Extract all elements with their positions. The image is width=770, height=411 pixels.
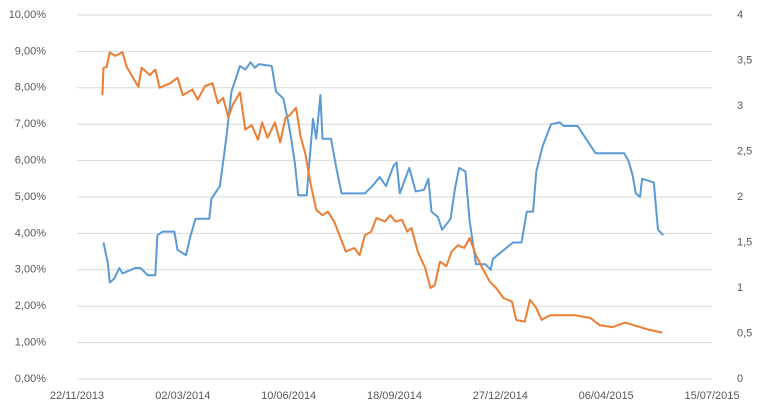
y-tick-label: 4,00% bbox=[15, 227, 46, 239]
x-tick-label: 10/06/2014 bbox=[261, 390, 316, 402]
y-tick-label: 7,00% bbox=[15, 118, 46, 130]
x-tick-label: 15/07/2015 bbox=[684, 390, 739, 402]
series-line bbox=[102, 61, 665, 284]
x-tick-label: 22/11/2013 bbox=[50, 390, 104, 402]
y-tick-label: 0,00% bbox=[15, 373, 46, 385]
x-tick-label: 18/09/2014 bbox=[367, 390, 422, 402]
x-tick-label: 02/03/2014 bbox=[155, 390, 210, 402]
y2-tick-label: 3,5 bbox=[737, 54, 752, 66]
y2-tick-label: 0,5 bbox=[737, 327, 752, 339]
y-tick-label: 6,00% bbox=[15, 155, 46, 167]
y-tick-label: 2,00% bbox=[15, 300, 46, 312]
series-line bbox=[101, 51, 663, 334]
y2-tick-label: 1,5 bbox=[737, 236, 752, 248]
y2-tick-label: 4 bbox=[737, 9, 743, 21]
x-tick-label: 27/12/2014 bbox=[473, 390, 528, 402]
y-tick-label: 9,00% bbox=[15, 45, 46, 57]
y2-tick-label: 2 bbox=[737, 191, 743, 203]
y2-tick-label: 0 bbox=[737, 373, 743, 385]
y2-tick-label: 3 bbox=[737, 100, 743, 112]
y-tick-label: 5,00% bbox=[15, 191, 46, 203]
y2-tick-label: 2,5 bbox=[737, 145, 752, 157]
y2-tick-label: 1 bbox=[737, 282, 743, 294]
y-tick-label: 3,00% bbox=[15, 264, 46, 276]
x-tick-label: 06/04/2015 bbox=[579, 390, 634, 402]
y-tick-label: 1,00% bbox=[15, 337, 46, 349]
y-tick-label: 8,00% bbox=[15, 82, 46, 94]
y-tick-label: 10,00% bbox=[9, 9, 47, 21]
